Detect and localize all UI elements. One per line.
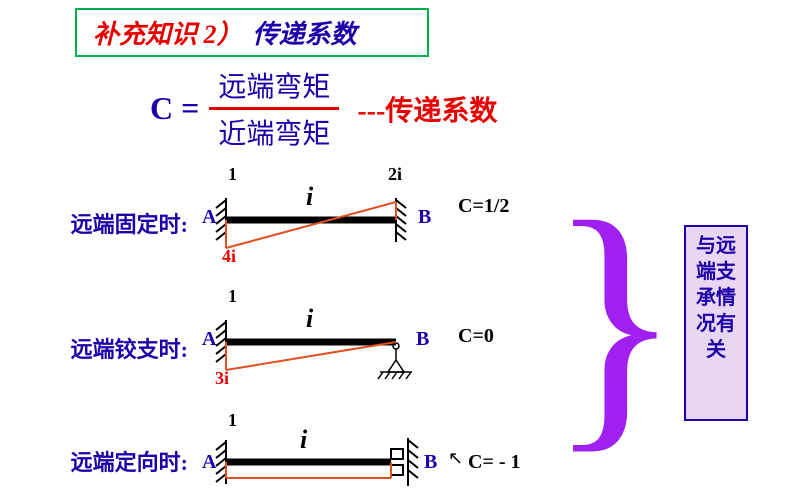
c3-C: C= - 1 xyxy=(468,451,521,474)
title-part1: 补充知识 2） xyxy=(93,20,243,49)
formula-lhs: C = xyxy=(150,90,199,127)
c2-A: A xyxy=(202,328,216,351)
sidebox-text: 与远端支承情况有关 xyxy=(696,235,736,361)
formula: C = 远端弯矩 近端弯矩 ---传递系数 xyxy=(150,65,497,152)
formula-fraction: 远端弯矩 近端弯矩 xyxy=(209,65,339,152)
case-pinned: 远端铰支时: xyxy=(58,300,436,395)
formula-numerator: 远端弯矩 xyxy=(218,65,330,105)
cursor-icon: ↖ xyxy=(448,448,463,469)
c1-i: i xyxy=(306,182,313,212)
case-pinned-label: 远端铰支时: xyxy=(58,332,188,364)
c1-botleft: 4i xyxy=(222,246,236,267)
c3-A: A xyxy=(202,451,216,474)
fraction-line xyxy=(209,107,339,110)
c2-botleft: 3i xyxy=(215,368,229,389)
sidebox: 与远端支承情况有关 xyxy=(684,225,748,421)
c2-C: C=0 xyxy=(458,325,494,348)
case-fixed-label: 远端固定时: xyxy=(58,207,188,239)
c3-B: B xyxy=(424,451,437,474)
right-brace: } xyxy=(548,180,682,460)
case-guided: 远端定向时: xyxy=(58,422,436,500)
c2-topleft: 1 xyxy=(228,286,237,307)
c1-A: A xyxy=(202,206,216,229)
case-guided-label: 远端定向时: xyxy=(58,445,188,477)
c2-i: i xyxy=(306,304,313,334)
formula-denominator: 近端弯矩 xyxy=(218,112,330,152)
title-part2: 传递系数 xyxy=(253,20,357,49)
case-fixed: 远端固定时: xyxy=(58,178,436,268)
c2-B: B xyxy=(416,328,429,351)
title-box: 补充知识 2） 传递系数 xyxy=(75,8,429,57)
c1-topleft: 1 xyxy=(228,164,237,185)
c1-C: C=1/2 xyxy=(458,195,509,218)
c3-topleft: 1 xyxy=(228,410,237,431)
c1-topright: 2i xyxy=(388,164,402,185)
c1-B: B xyxy=(418,206,431,229)
formula-rhs: ---传递系数 xyxy=(357,89,497,129)
case-pinned-diagram xyxy=(196,300,436,395)
case-guided-diagram xyxy=(196,422,436,500)
c3-i: i xyxy=(300,425,307,455)
